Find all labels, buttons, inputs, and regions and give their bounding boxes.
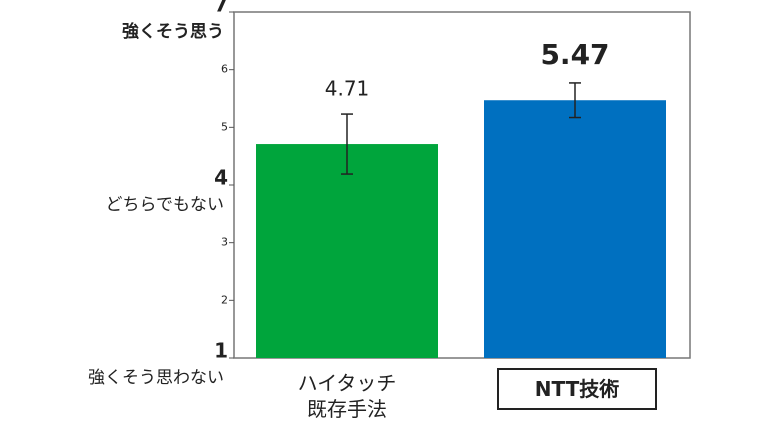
y-tick-label: 7 (214, 0, 228, 17)
y-tick-label: 3 (221, 236, 228, 249)
x-tick-label: NTT技術 (497, 368, 657, 410)
y-tick-label: 4 (214, 166, 228, 190)
error-bar (341, 113, 353, 175)
y-tick-label: 6 (221, 63, 228, 76)
y-tick-label: 5 (221, 120, 228, 133)
error-bar (569, 82, 581, 119)
bar (256, 144, 438, 358)
bar (484, 100, 666, 358)
scale-label: どちらでもない (106, 195, 225, 215)
y-tick-label: 2 (221, 293, 228, 306)
scale-label: 強くそう思わない (88, 368, 224, 388)
value-label: 4.71 (325, 77, 370, 101)
y-tick-label: 1 (214, 339, 228, 363)
x-tick-label: ハイタッチ 既存手法 (297, 371, 397, 421)
scale-label: 強くそう思う (122, 21, 224, 42)
value-label: 5.47 (540, 38, 609, 71)
